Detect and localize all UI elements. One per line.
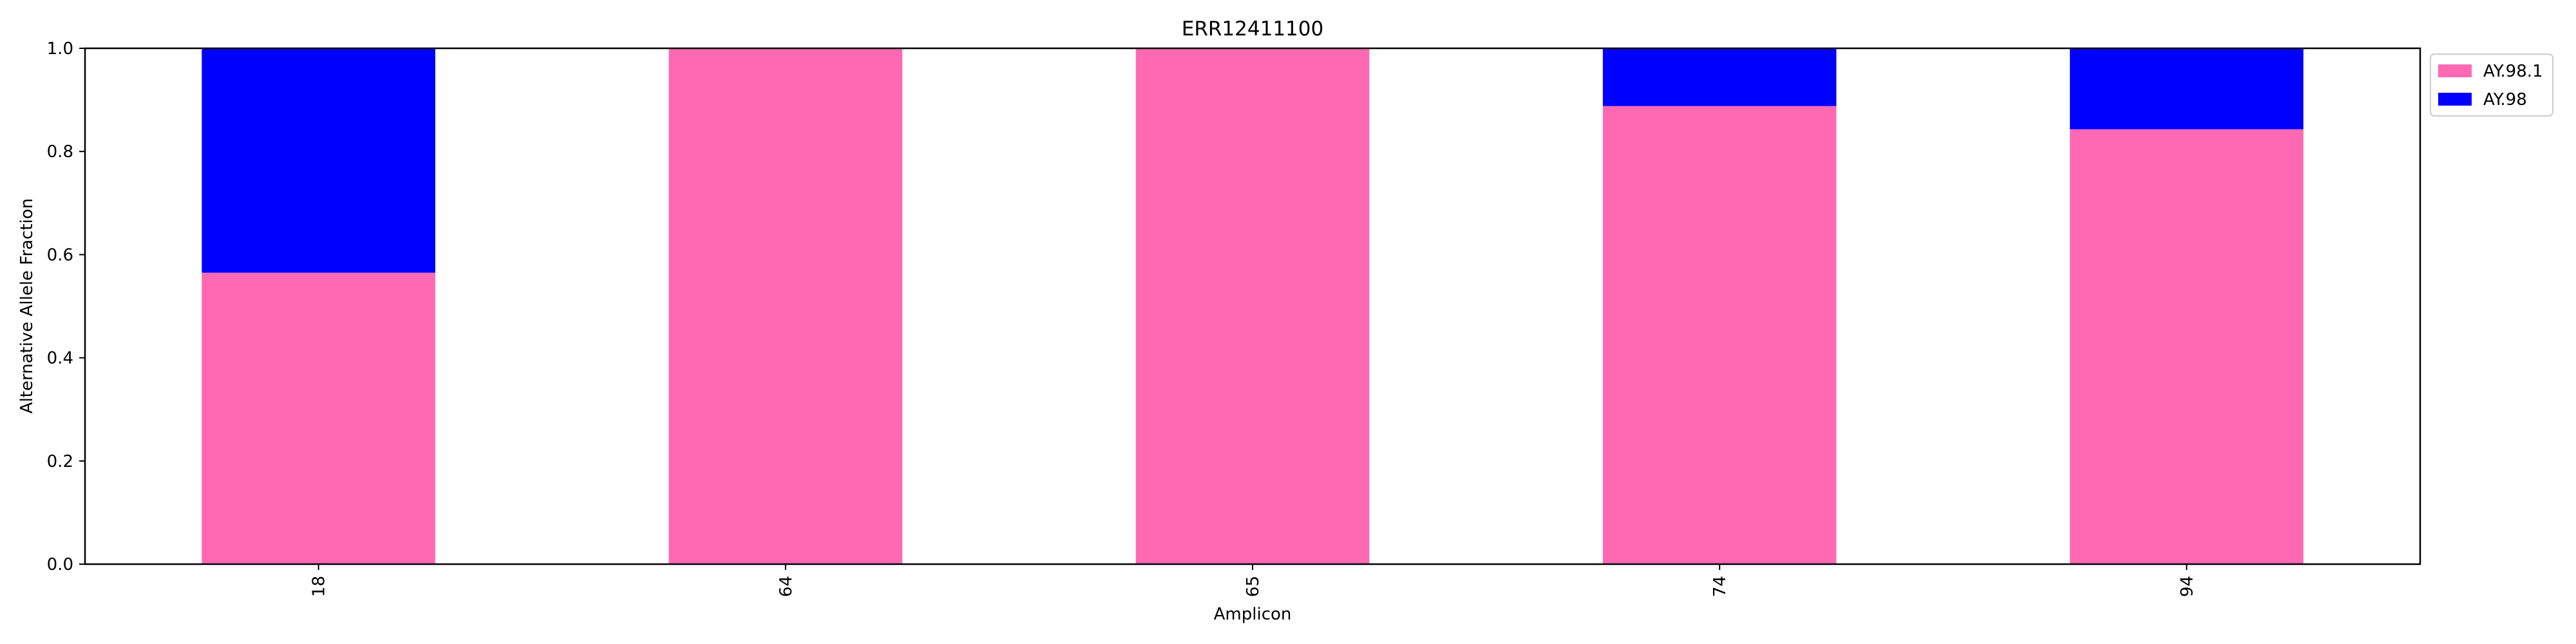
x-axis-title: Amplicon [1214, 605, 1292, 624]
bar-74-series-0 [1602, 106, 1837, 564]
y-tick-label: 0.0 [47, 555, 73, 574]
bars-group [202, 48, 2304, 564]
bar-18-series-1 [202, 48, 435, 273]
y-tick-label: 0.6 [47, 245, 73, 265]
y-axis-title: Alternative Allele Fraction [17, 198, 37, 413]
legend-swatch-ay-98 [2438, 93, 2472, 106]
x-tick-label: 65 [1244, 576, 1263, 597]
bar-64-series-0 [668, 48, 903, 564]
legend-swatch-ay-98-1 [2438, 64, 2472, 77]
x-tick-label: 18 [310, 576, 329, 597]
legend-label-ay-98-1: AY.98.1 [2483, 62, 2543, 81]
legend-label-ay-98: AY.98 [2483, 90, 2527, 109]
y-tick-label: 0.8 [47, 142, 73, 162]
x-tick-label: 94 [2177, 576, 2197, 597]
bar-74-series-1 [1602, 48, 1837, 106]
x-axis: 18 64 65 74 94 [310, 564, 2197, 597]
y-tick-label: 1.0 [47, 39, 73, 59]
y-tick-label: 0.2 [47, 452, 73, 471]
bar-65-series-0 [1135, 48, 1370, 564]
x-tick-label: 74 [1710, 576, 1730, 597]
bar-94-series-1 [2070, 48, 2304, 129]
x-tick-label: 64 [777, 576, 796, 597]
y-tick-label: 0.4 [47, 349, 73, 368]
y-axis: 0.0 0.2 0.4 0.6 0.8 1.0 [47, 39, 85, 574]
chart-title: ERR12411100 [1182, 17, 1323, 41]
legend: AY.98.1 AY.98 [2430, 53, 2553, 117]
bar-18-series-0 [202, 272, 435, 564]
bar-94-series-0 [2070, 129, 2304, 564]
